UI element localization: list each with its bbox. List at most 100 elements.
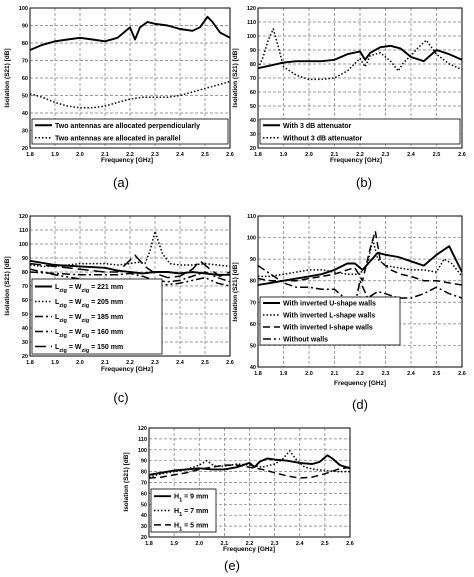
- panel-caption: (b): [356, 175, 372, 190]
- x-tick-label: 2.0: [76, 152, 84, 158]
- x-tick-label: 1.8: [145, 541, 153, 547]
- y-tick-label: 40: [22, 111, 28, 117]
- legend-text: = 150 mm: [89, 344, 123, 351]
- series-line-4: [258, 264, 462, 319]
- y-tick-label: 70: [22, 59, 28, 65]
- x-tick-label: 2.3: [382, 371, 390, 377]
- x-tick-label: 2.0: [305, 371, 313, 377]
- x-tick-label: 2.3: [151, 360, 159, 366]
- legend-text: L: [55, 314, 60, 321]
- legend-entry: With inverted U-shape walls: [283, 301, 376, 308]
- y-tick-label: 50: [22, 94, 28, 100]
- series-line-2: [30, 230, 230, 268]
- legend-text: = 205 mm: [89, 299, 123, 306]
- panel-caption: (e): [224, 558, 240, 573]
- y-tick-label: 40: [250, 118, 256, 124]
- series-line-2: [149, 450, 350, 478]
- legend-subscript: zig: [82, 333, 90, 339]
- x-tick-label: 1.9: [280, 371, 288, 377]
- legend-subscript: zig: [59, 333, 67, 339]
- legend-subscript: zig: [82, 288, 90, 294]
- legend-entry: With 3 dB attenuator: [283, 123, 352, 130]
- y-tick-label: 100: [247, 34, 256, 40]
- legend-entry: Lzig = Wzig = 185 mm: [55, 314, 123, 324]
- x-tick-label: 1.9: [51, 152, 59, 158]
- y-tick-label: 80: [22, 41, 28, 47]
- y-tick-label: 30: [250, 132, 256, 138]
- chart-panel-2: 1.8 1.9 2.0 2.1 2.2 2.3 2.4 2.5 2.6 20 30 40 50 60 70 8…: [232, 6, 466, 190]
- legend-entry: Lzig = Wzig = 205 mm: [55, 299, 123, 309]
- legend-entry: Lzig = Wzig = 160 mm: [55, 329, 123, 339]
- series-line-3: [30, 271, 230, 283]
- legend-entry: H1 = 9 mm: [174, 494, 208, 504]
- legend-entry: Without walls: [283, 337, 328, 344]
- y-tick-label: 20: [250, 146, 256, 152]
- y-tick-label: 90: [141, 459, 147, 465]
- y-tick-label: 110: [19, 228, 28, 234]
- y-tick-label: 80: [250, 62, 256, 68]
- x-tick-label: 2.1: [221, 541, 229, 547]
- series-line-2: [258, 28, 462, 81]
- y-tick-label: 50: [22, 312, 28, 318]
- x-tick-label: 1.8: [254, 152, 262, 158]
- y-tick-label: 20: [22, 354, 28, 360]
- legend-subscript: 1: [179, 512, 182, 518]
- legend-text: L: [55, 329, 60, 336]
- x-tick-label: 2.6: [458, 152, 466, 158]
- y-axis-label: Isolation (S21) [dB]: [123, 452, 130, 511]
- y-tick-label: 100: [19, 6, 28, 12]
- legend: With 3 dB attenuator Without 3 dB attenua…: [259, 118, 461, 145]
- chart-panel-1: 1.8 1.9 2.0 2.1 2.2 2.3 2.4 2.5 2.6 20 30 40 50 60 70 8…: [4, 6, 234, 190]
- y-tick-label: 100: [19, 242, 28, 248]
- y-tick-label: 30: [22, 340, 28, 346]
- x-tick-label: 2.4: [296, 541, 305, 547]
- x-tick-label: 2.5: [201, 360, 209, 366]
- y-tick-label: 90: [22, 24, 28, 30]
- y-tick-label: 30: [141, 524, 147, 530]
- series-line-4: [30, 268, 230, 287]
- plot-frame: [257, 7, 463, 149]
- x-tick-label: 2.4: [407, 371, 416, 377]
- legend-entry: Two antennas are allocated perpendicular…: [55, 123, 200, 130]
- x-tick-label: 2.4: [176, 360, 185, 366]
- x-tick-label: 2.1: [331, 371, 339, 377]
- plot-frame: [257, 215, 463, 368]
- legend: With inverted U-shape walls With inverted…: [259, 296, 401, 346]
- legend-entry: Without 3 dB attenuator: [283, 135, 363, 142]
- x-tick-label: 1.8: [254, 371, 262, 377]
- x-tick-label: 2.5: [433, 371, 441, 377]
- legend-text: = 221 mm: [89, 284, 123, 291]
- y-tick-label: 90: [22, 256, 28, 262]
- x-tick-label: 1.8: [26, 152, 34, 158]
- x-axis-label: Frequency [GHz]: [101, 366, 153, 373]
- legend-text: H: [174, 508, 179, 515]
- legend: Two antennas are allocated perpendicular…: [31, 118, 229, 145]
- y-tick-label: 120: [19, 214, 28, 220]
- x-tick-label: 2.2: [356, 152, 364, 158]
- series-line-2: [30, 80, 230, 109]
- x-tick-label: 2.5: [433, 152, 441, 158]
- y-tick-label: 20: [141, 535, 147, 541]
- x-tick-label: 2.3: [151, 152, 159, 158]
- legend-text: L: [55, 284, 60, 291]
- legend-text: L: [55, 344, 60, 351]
- y-tick-label: 80: [22, 270, 28, 276]
- y-tick-label: 40: [22, 326, 28, 332]
- legend-text: H: [174, 522, 179, 529]
- y-tick-label: 100: [138, 448, 147, 454]
- legend-subscript: zig: [82, 348, 90, 354]
- y-axis-label: Isolation (S21) [dB]: [4, 48, 11, 107]
- x-tick-label: 2.4: [407, 152, 416, 158]
- series-line-3: [149, 464, 350, 479]
- y-tick-label: 100: [247, 236, 256, 242]
- x-tick-label: 2.4: [176, 152, 185, 158]
- legend-entry: With inverted L-shape walls: [283, 313, 375, 320]
- y-tick-label: 90: [250, 48, 256, 54]
- legend-text: = W: [67, 299, 82, 306]
- y-tick-label: 90: [250, 257, 256, 263]
- x-tick-label: 2.6: [346, 541, 354, 547]
- y-tick-label: 60: [250, 322, 256, 328]
- panel-caption: (c): [113, 390, 128, 405]
- x-tick-label: 2.3: [382, 152, 390, 158]
